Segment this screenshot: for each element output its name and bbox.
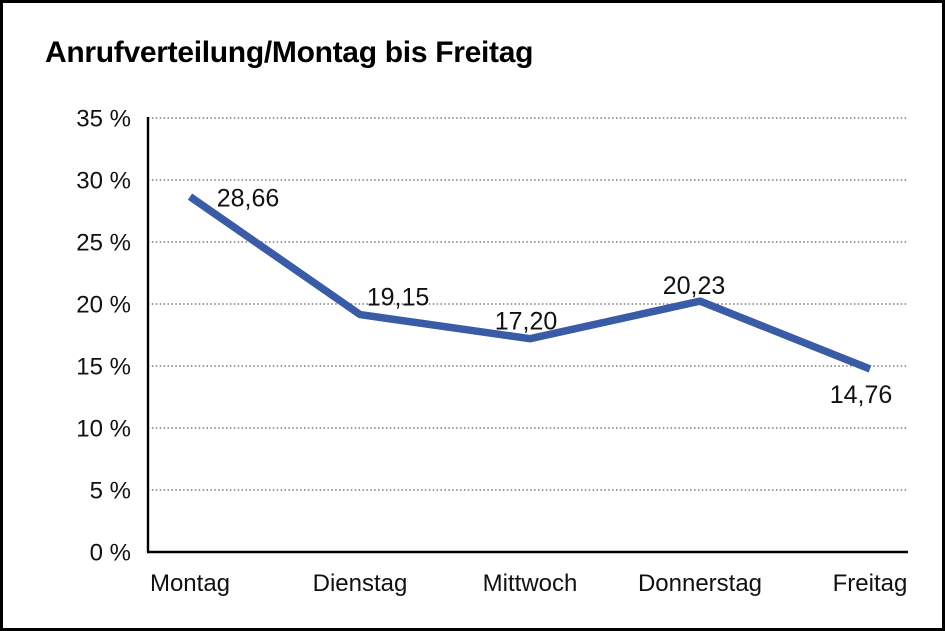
- series-line: [187, 193, 872, 373]
- x-category-label: Montag: [150, 570, 230, 597]
- chart-title: Anrufverteilung/Montag bis Freitag: [45, 36, 534, 69]
- y-tick-label: 5 %: [90, 478, 131, 505]
- y-tick-label: 15 %: [76, 354, 131, 381]
- value-label: 19,15: [367, 284, 430, 312]
- line-chart-canvas: 0 % 5 % 10 % 15 % 20 % 25 % 30 % 35 % Montag Dien…: [76, 106, 908, 597]
- x-category-label: Dienstag: [313, 570, 408, 597]
- y-tick-label: 20 %: [76, 292, 131, 319]
- line-chart: 0 % 5 % 10 % 15 % 20 % 25 % 30 % 35 % Montag Dien…: [3, 3, 942, 628]
- value-label: 17,20: [495, 308, 558, 336]
- x-category-label: Donnerstag: [638, 570, 762, 597]
- x-category-label: Freitag: [833, 570, 908, 597]
- x-category-label: Mittwoch: [483, 570, 578, 597]
- y-tick-label: 0 %: [90, 540, 131, 567]
- y-tick-label: 35 %: [76, 106, 131, 133]
- y-tick-label: 10 %: [76, 416, 131, 443]
- y-tick-label: 25 %: [76, 230, 131, 257]
- value-label: 14,76: [830, 381, 893, 409]
- value-label: 28,66: [217, 185, 280, 213]
- y-tick-label: 30 %: [76, 168, 131, 195]
- value-label: 20,23: [663, 272, 726, 300]
